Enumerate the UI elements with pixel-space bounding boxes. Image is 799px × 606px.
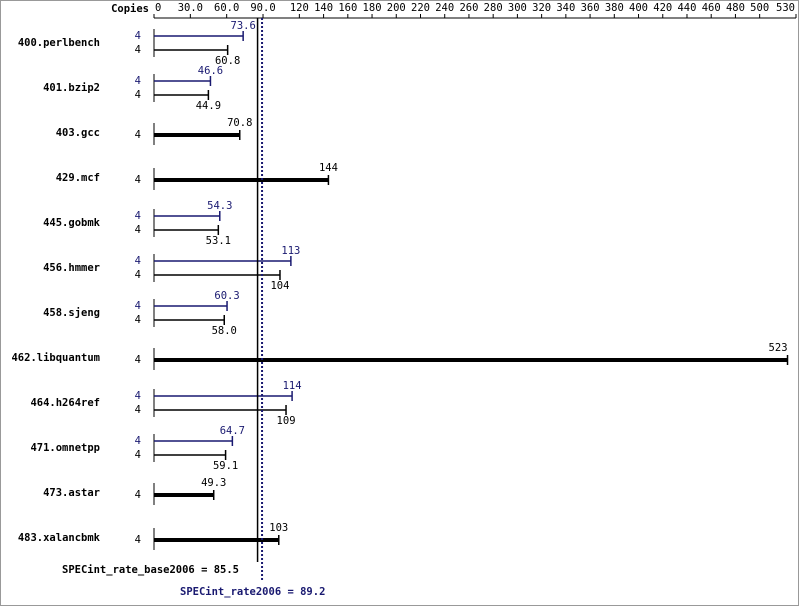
x-tick-label: 530: [776, 2, 795, 14]
value-label: 64.7: [220, 425, 245, 437]
value-label: 54.3: [207, 200, 232, 212]
value-label: 113: [281, 245, 300, 257]
copies-label: 4: [135, 30, 141, 42]
benchmark-label: 464.h264ref: [30, 397, 100, 409]
benchmark-label: 401.bzip2: [43, 82, 100, 94]
value-label: 70.8: [227, 117, 252, 129]
copies-label: 4: [135, 44, 141, 56]
benchmark-label: 400.perlbench: [18, 37, 100, 49]
value-label: 103: [269, 522, 288, 534]
value-label: 109: [277, 415, 296, 427]
x-tick-label: 30.0: [178, 2, 203, 14]
benchmark-label: 471.omnetpp: [30, 442, 100, 454]
copies-label: 4: [135, 300, 141, 312]
copies-label: 4: [135, 210, 141, 222]
x-tick-label: 140: [314, 2, 333, 14]
copies-label: 4: [135, 174, 141, 186]
x-tick-label: 180: [363, 2, 382, 14]
copies-label: 4: [135, 435, 141, 447]
benchmark-label: 462.libquantum: [11, 352, 100, 364]
copies-label: 4: [135, 129, 141, 141]
x-tick-label: 0: [155, 2, 161, 14]
benchmark-label: 456.hmmer: [43, 262, 100, 274]
x-tick-label: 460: [702, 2, 721, 14]
value-label: 114: [283, 380, 302, 392]
value-label: 144: [319, 162, 338, 174]
copies-label: 4: [135, 314, 141, 326]
x-tick-label: 400: [629, 2, 648, 14]
x-tick-label: 280: [484, 2, 503, 14]
copies-header: Copies: [111, 3, 149, 15]
value-label: 53.1: [206, 235, 231, 247]
benchmark-label: 458.sjeng: [43, 307, 100, 319]
copies-label: 4: [135, 224, 141, 236]
benchmark-label: 473.astar: [43, 487, 100, 499]
benchmark-label: 483.xalancbmk: [18, 532, 101, 544]
value-label: 44.9: [196, 100, 221, 112]
copies-label: 4: [135, 269, 141, 281]
reference-label: SPECint_rate2006 = 89.2: [180, 586, 325, 598]
x-tick-label: 420: [653, 2, 672, 14]
x-tick-label: 300: [508, 2, 527, 14]
x-tick-label: 240: [435, 2, 454, 14]
x-tick-label: 320: [532, 2, 551, 14]
copies-label: 4: [135, 534, 141, 546]
value-label: 58.0: [212, 325, 237, 337]
value-label: 59.1: [213, 460, 238, 472]
value-label: 60.8: [215, 55, 240, 67]
x-tick-label: 60.0: [214, 2, 239, 14]
copies-label: 4: [135, 449, 141, 461]
copies-label: 4: [135, 255, 141, 267]
copies-label: 4: [135, 89, 141, 101]
x-tick-label: 160: [338, 2, 357, 14]
x-tick-label: 360: [581, 2, 600, 14]
copies-label: 4: [135, 75, 141, 87]
x-tick-label: 500: [750, 2, 769, 14]
value-label: 49.3: [201, 477, 226, 489]
value-label: 104: [270, 280, 289, 292]
reference-label: SPECint_rate_base2006 = 85.5: [62, 564, 239, 576]
copies-label: 4: [135, 390, 141, 402]
value-label: 46.6: [198, 65, 223, 77]
x-tick-label: 220: [411, 2, 430, 14]
copies-label: 4: [135, 489, 141, 501]
benchmark-label: 445.gobmk: [43, 217, 101, 229]
benchmark-label: 429.mcf: [56, 172, 100, 184]
copies-label: 4: [135, 354, 141, 366]
x-tick-label: 200: [387, 2, 406, 14]
x-tick-label: 440: [677, 2, 696, 14]
x-tick-label: 120: [290, 2, 309, 14]
x-tick-label: 480: [726, 2, 745, 14]
value-label: 73.6: [231, 20, 256, 32]
x-tick-label: 340: [556, 2, 575, 14]
value-label: 523: [769, 342, 788, 354]
copies-label: 4: [135, 404, 141, 416]
benchmark-label: 403.gcc: [56, 127, 100, 139]
x-tick-label: 90.0: [250, 2, 275, 14]
x-tick-label: 260: [459, 2, 478, 14]
value-label: 60.3: [214, 290, 239, 302]
x-tick-label: 380: [605, 2, 624, 14]
